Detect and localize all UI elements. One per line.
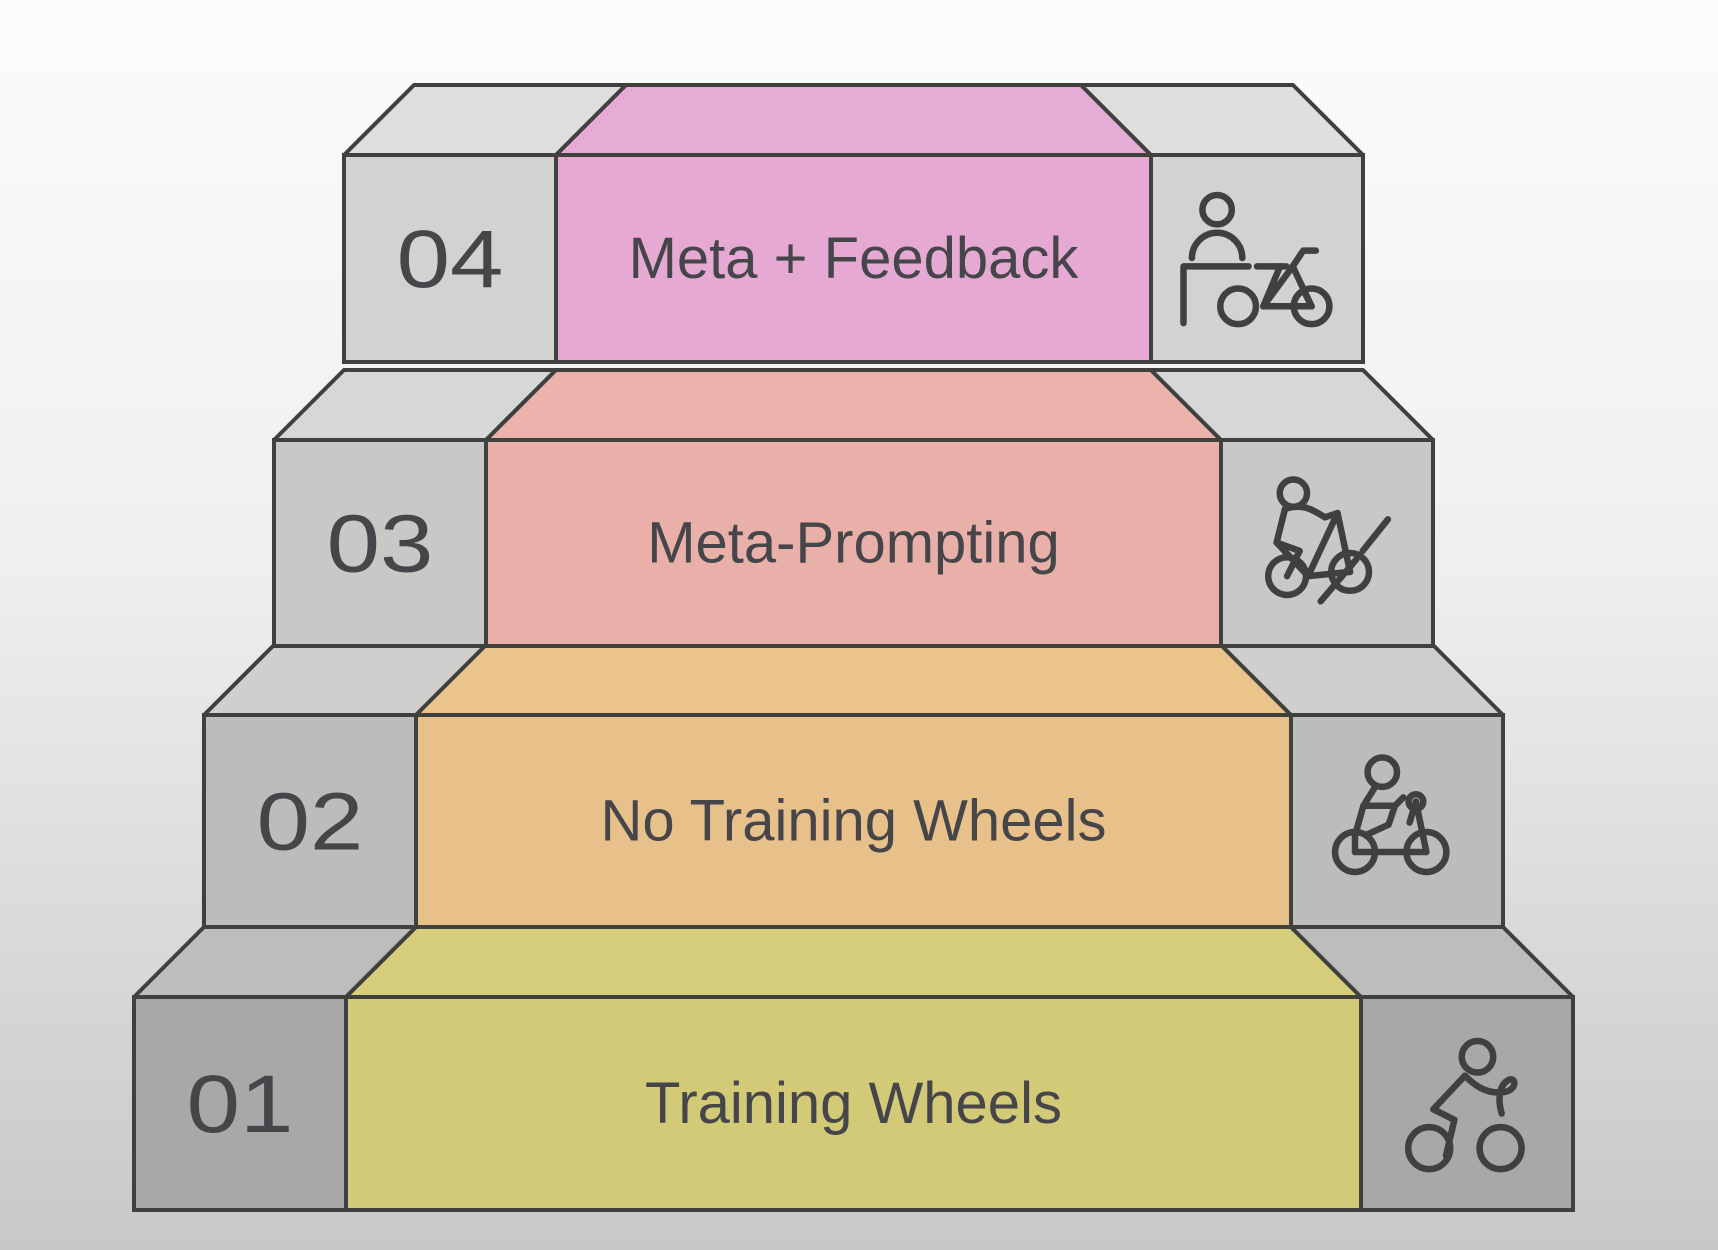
svg-text:Meta + Feedback: Meta + Feedback [629,226,1080,291]
svg-text:01: 01 [187,1058,294,1149]
svg-text:Training Wheels: Training Wheels [645,1071,1062,1136]
svg-text:Meta-Prompting: Meta-Prompting [647,511,1060,576]
svg-text:03: 03 [327,497,434,588]
svg-text:04: 04 [397,213,504,304]
svg-text:No Training Wheels: No Training Wheels [600,789,1106,854]
svg-text:02: 02 [257,775,364,866]
